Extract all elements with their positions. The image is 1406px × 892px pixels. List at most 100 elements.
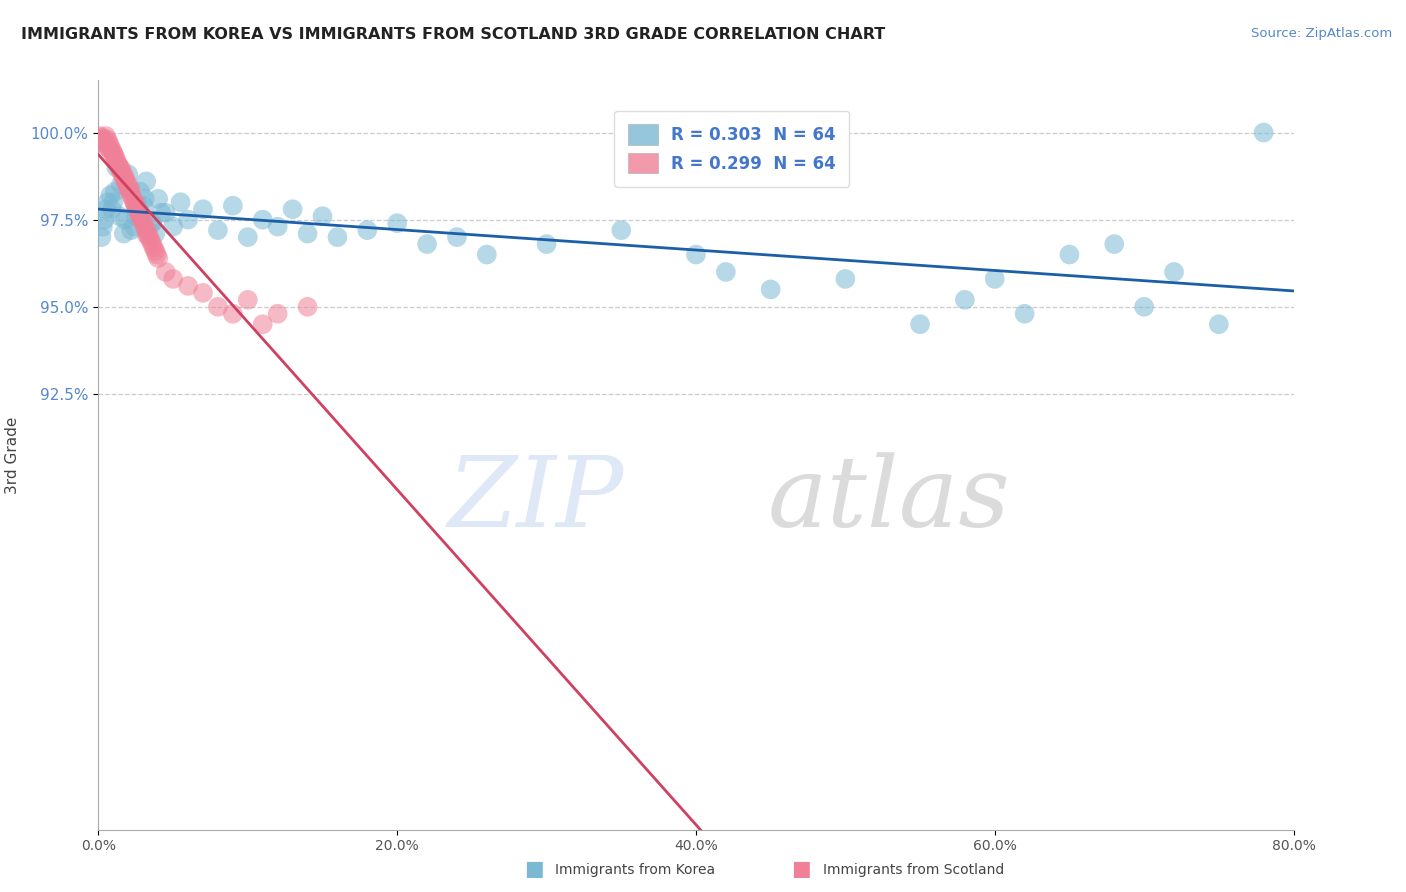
Point (134, 219, 156, 234)
Point (91, 219, 114, 234)
Point (236, 230, 259, 244)
Point (475, 247, 498, 261)
Point (110, 164, 132, 178)
Point (91, 136, 114, 150)
Point (101, 143, 124, 157)
Point (128, 205, 150, 219)
Point (124, 219, 146, 234)
Point (1253, 126, 1275, 140)
Point (110, 162, 132, 177)
Point (136, 228, 159, 243)
Point (103, 146, 125, 161)
Point (984, 272, 1007, 286)
Text: ZIP: ZIP (449, 452, 624, 548)
Point (191, 285, 214, 300)
Point (446, 230, 468, 244)
Point (222, 307, 245, 321)
Point (96, 195, 118, 210)
Point (110, 178, 132, 192)
Point (143, 227, 166, 241)
Point (124, 195, 146, 210)
Point (326, 230, 349, 244)
Point (281, 202, 304, 217)
Point (236, 293, 259, 307)
Point (94, 137, 117, 152)
Point (267, 219, 290, 234)
Point (222, 199, 245, 213)
Point (90, 130, 112, 145)
Point (714, 265, 737, 279)
Point (129, 185, 152, 199)
Point (125, 209, 148, 223)
Point (416, 237, 439, 252)
Point (103, 195, 125, 210)
Point (135, 174, 157, 188)
Y-axis label: 3rd Grade: 3rd Grade (4, 417, 20, 493)
Point (1133, 300, 1156, 314)
Point (90, 230, 112, 244)
Point (356, 223, 378, 237)
Point (118, 181, 141, 195)
Point (114, 169, 136, 183)
Point (169, 195, 191, 210)
Point (1208, 317, 1230, 331)
Point (117, 181, 139, 195)
Point (118, 185, 141, 199)
Text: Source: ZipAtlas.com: Source: ZipAtlas.com (1251, 27, 1392, 40)
Point (127, 202, 149, 217)
Point (120, 223, 142, 237)
Point (252, 212, 274, 227)
Point (117, 167, 139, 181)
Text: atlas: atlas (768, 452, 1011, 548)
Point (98, 139, 122, 153)
Point (120, 183, 142, 197)
Point (124, 197, 146, 211)
Point (94, 129, 117, 144)
Point (117, 176, 139, 190)
Point (297, 227, 319, 241)
Point (136, 227, 159, 241)
Point (536, 237, 558, 252)
Point (1059, 247, 1081, 261)
Point (953, 293, 976, 307)
Point (148, 251, 170, 265)
Point (142, 241, 165, 255)
Point (162, 272, 184, 286)
Point (143, 244, 166, 258)
Point (908, 317, 931, 331)
Text: ■: ■ (524, 859, 544, 879)
Point (93, 132, 115, 146)
Point (112, 170, 135, 185)
Point (90, 132, 112, 146)
Point (191, 202, 214, 217)
Point (297, 300, 319, 314)
Point (1104, 237, 1126, 252)
Point (1163, 265, 1185, 279)
Point (125, 199, 148, 213)
Point (89, 129, 111, 144)
Point (311, 209, 333, 223)
Point (834, 272, 856, 286)
Point (100, 145, 122, 159)
Point (685, 247, 707, 261)
Point (131, 212, 153, 227)
Point (252, 317, 274, 331)
Point (120, 188, 142, 202)
Point (107, 157, 129, 171)
Point (207, 223, 229, 237)
Point (150, 205, 173, 219)
Point (135, 223, 157, 237)
Point (207, 300, 229, 314)
Point (114, 174, 136, 188)
Point (759, 282, 782, 296)
Point (105, 161, 128, 175)
Point (108, 161, 131, 175)
Point (155, 265, 177, 279)
Point (101, 202, 124, 217)
Legend: R = 0.303  N = 64, R = 0.299  N = 64: R = 0.303 N = 64, R = 0.299 N = 64 (614, 112, 849, 186)
Point (139, 216, 162, 230)
Point (104, 150, 127, 164)
Point (129, 209, 152, 223)
Point (97, 141, 120, 155)
Point (141, 237, 163, 252)
